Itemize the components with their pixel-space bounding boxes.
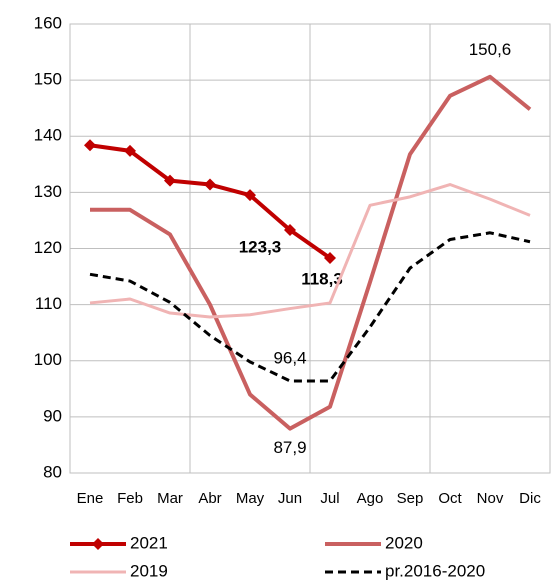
legend-label: 2021 (130, 533, 168, 552)
data-label: 123,3 (239, 237, 282, 256)
y-tick-label: 160 (34, 13, 62, 32)
x-tick-label: Ago (357, 490, 384, 507)
legend-label: 2019 (130, 561, 168, 580)
y-tick-label: 120 (34, 238, 62, 257)
y-tick-label: 100 (34, 350, 62, 369)
x-tick-label: Jul (320, 490, 339, 507)
point-marker (284, 223, 296, 236)
y-tick-label: 80 (43, 462, 62, 481)
x-tick-label: Sep (397, 490, 424, 507)
legend-label: pr.2016-2020 (385, 561, 485, 580)
point-marker (204, 178, 216, 191)
y-tick-label: 140 (34, 126, 62, 145)
x-tick-label: Mar (157, 490, 183, 507)
x-tick-label: Ene (77, 490, 104, 507)
plot-frame (69, 23, 551, 474)
x-tick-label: Feb (117, 490, 143, 507)
point-marker (164, 174, 176, 187)
y-tick-label: 130 (34, 182, 62, 201)
x-tick-label: May (236, 490, 265, 507)
series-line (89, 231, 531, 383)
point-marker (84, 139, 96, 152)
data-label: 87,9 (273, 438, 306, 457)
series-line (89, 143, 332, 260)
point-marker (244, 189, 256, 202)
legend-label: 2020 (385, 533, 423, 552)
point-marker (124, 144, 136, 157)
series-line (89, 183, 531, 319)
x-tick-label: Nov (477, 490, 504, 507)
y-tick-label: 150 (34, 70, 62, 89)
x-tick-label: Abr (198, 490, 221, 507)
y-tick-label: 110 (35, 294, 62, 313)
series-line (90, 74, 532, 431)
x-tick-label: Jun (278, 490, 302, 507)
data-label: 96,4 (273, 348, 306, 367)
y-tick-label: 90 (43, 406, 62, 425)
data-label: 150,6 (469, 40, 512, 59)
legend-marker (92, 538, 104, 550)
x-tick-label: Dic (519, 490, 541, 507)
x-tick-label: Oct (438, 490, 462, 507)
point-marker (324, 252, 336, 265)
data-label: 118,3 (301, 270, 343, 289)
